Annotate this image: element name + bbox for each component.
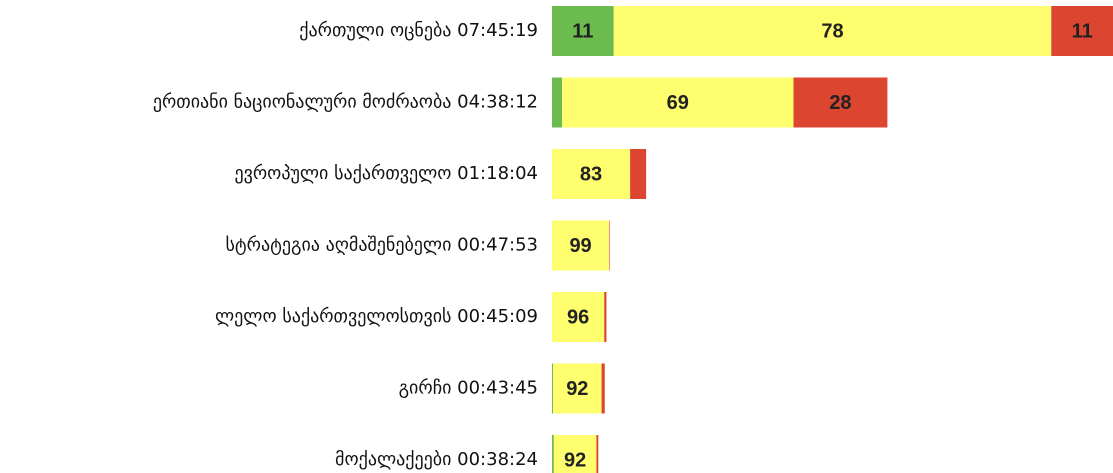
- bar-segment: [562, 77, 794, 128]
- category-label: ლელო საქართველოსთვის 00:45:09: [215, 306, 538, 327]
- category-label: სტრატეგია აღმაშენებელი 00:47:53: [225, 235, 538, 256]
- segment-label: 96: [567, 306, 589, 328]
- category-label: ქართული ოცნება 07:45:19: [299, 20, 538, 41]
- segment-label: 92: [564, 449, 586, 471]
- segment-label: 78: [821, 20, 843, 42]
- category-name: ერთიანი ნაციონალური მოძრაობა: [153, 92, 452, 113]
- segment-label: 69: [667, 92, 689, 114]
- bar-segment: [553, 363, 602, 414]
- category-label: ერთიანი ნაციონალური მოძრაობა 04:38:12: [153, 92, 538, 113]
- bar-segment: [552, 363, 554, 414]
- duration-label: 01:18:04: [457, 163, 538, 184]
- segment-label: 11: [1072, 20, 1093, 42]
- category-label: ევროპული საქართველო 01:18:04: [234, 163, 538, 184]
- bar-segment: [596, 435, 599, 473]
- bar-segment: [609, 220, 610, 271]
- bar-segment: [630, 149, 647, 199]
- duration-label: 07:45:19: [457, 20, 538, 41]
- category-name: ევროპული საქართველო: [234, 163, 451, 184]
- bar-segment: [613, 6, 1052, 56]
- segment-label: 11: [572, 20, 593, 42]
- category-name: სტრატეგია აღმაშენებელი: [225, 235, 451, 256]
- bar-segment: [601, 363, 605, 414]
- segment-label: 83: [580, 163, 602, 185]
- duration-label: 00:45:09: [457, 306, 538, 327]
- segment-label: 99: [569, 235, 591, 257]
- bar-segment: [552, 220, 610, 271]
- bar-segment: [552, 77, 563, 128]
- category-label: გირჩი 00:43:45: [399, 378, 538, 399]
- bar-segment: [1051, 6, 1113, 56]
- category-name: ქართული ოცნება: [299, 20, 451, 41]
- category-name: ლელო საქართველოსთვის: [215, 306, 451, 327]
- bar-segment: [552, 149, 631, 199]
- bar-segment: [552, 6, 614, 56]
- category-name: გირჩი: [399, 378, 452, 399]
- category-label: მოქალაქეები 00:38:24: [335, 449, 538, 470]
- duration-label: 00:38:24: [457, 449, 538, 470]
- duration-label: 00:47:53: [457, 235, 538, 256]
- duration-label: 00:43:45: [457, 378, 538, 399]
- bar-segment: [553, 435, 597, 473]
- bar-segment: [552, 292, 605, 342]
- duration-label: 04:38:12: [457, 92, 538, 113]
- segment-label: 28: [829, 92, 851, 114]
- segment-label: 92: [566, 378, 588, 400]
- bar-segment: [793, 77, 888, 128]
- bar-segment: [604, 292, 607, 342]
- bar-segment: [552, 435, 554, 473]
- category-name: მოქალაქეები: [335, 449, 451, 470]
